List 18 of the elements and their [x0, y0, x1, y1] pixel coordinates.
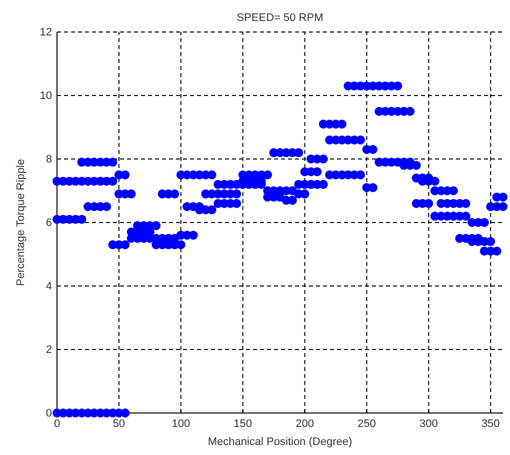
- x-tick-label: 100: [172, 418, 190, 430]
- y-tick-label: 12: [40, 26, 52, 39]
- x-tick-label: 250: [358, 418, 376, 430]
- y-tick-label: 8: [46, 154, 52, 166]
- y-tick-label: 6: [46, 217, 52, 230]
- y-tick-label: 0: [46, 408, 52, 420]
- x-axis-title: Mechanical Position (Degree): [208, 436, 352, 448]
- y-tick-label: 4: [46, 280, 52, 293]
- x-tick-label: 150: [234, 418, 252, 430]
- y-tick-label: 2: [46, 344, 52, 356]
- y-axis-title: Percentage Torque Ripple: [15, 159, 27, 286]
- x-tick-label: 50: [112, 418, 126, 430]
- x-tick-label: 300: [419, 418, 438, 430]
- y-tick-label: 10: [40, 90, 52, 102]
- x-tick-label: 350: [481, 418, 500, 430]
- x-tick-label: 0: [54, 418, 60, 430]
- x-tick-label: 200: [296, 418, 314, 430]
- chart-title: SPEED= 50 RPM: [236, 12, 324, 24]
